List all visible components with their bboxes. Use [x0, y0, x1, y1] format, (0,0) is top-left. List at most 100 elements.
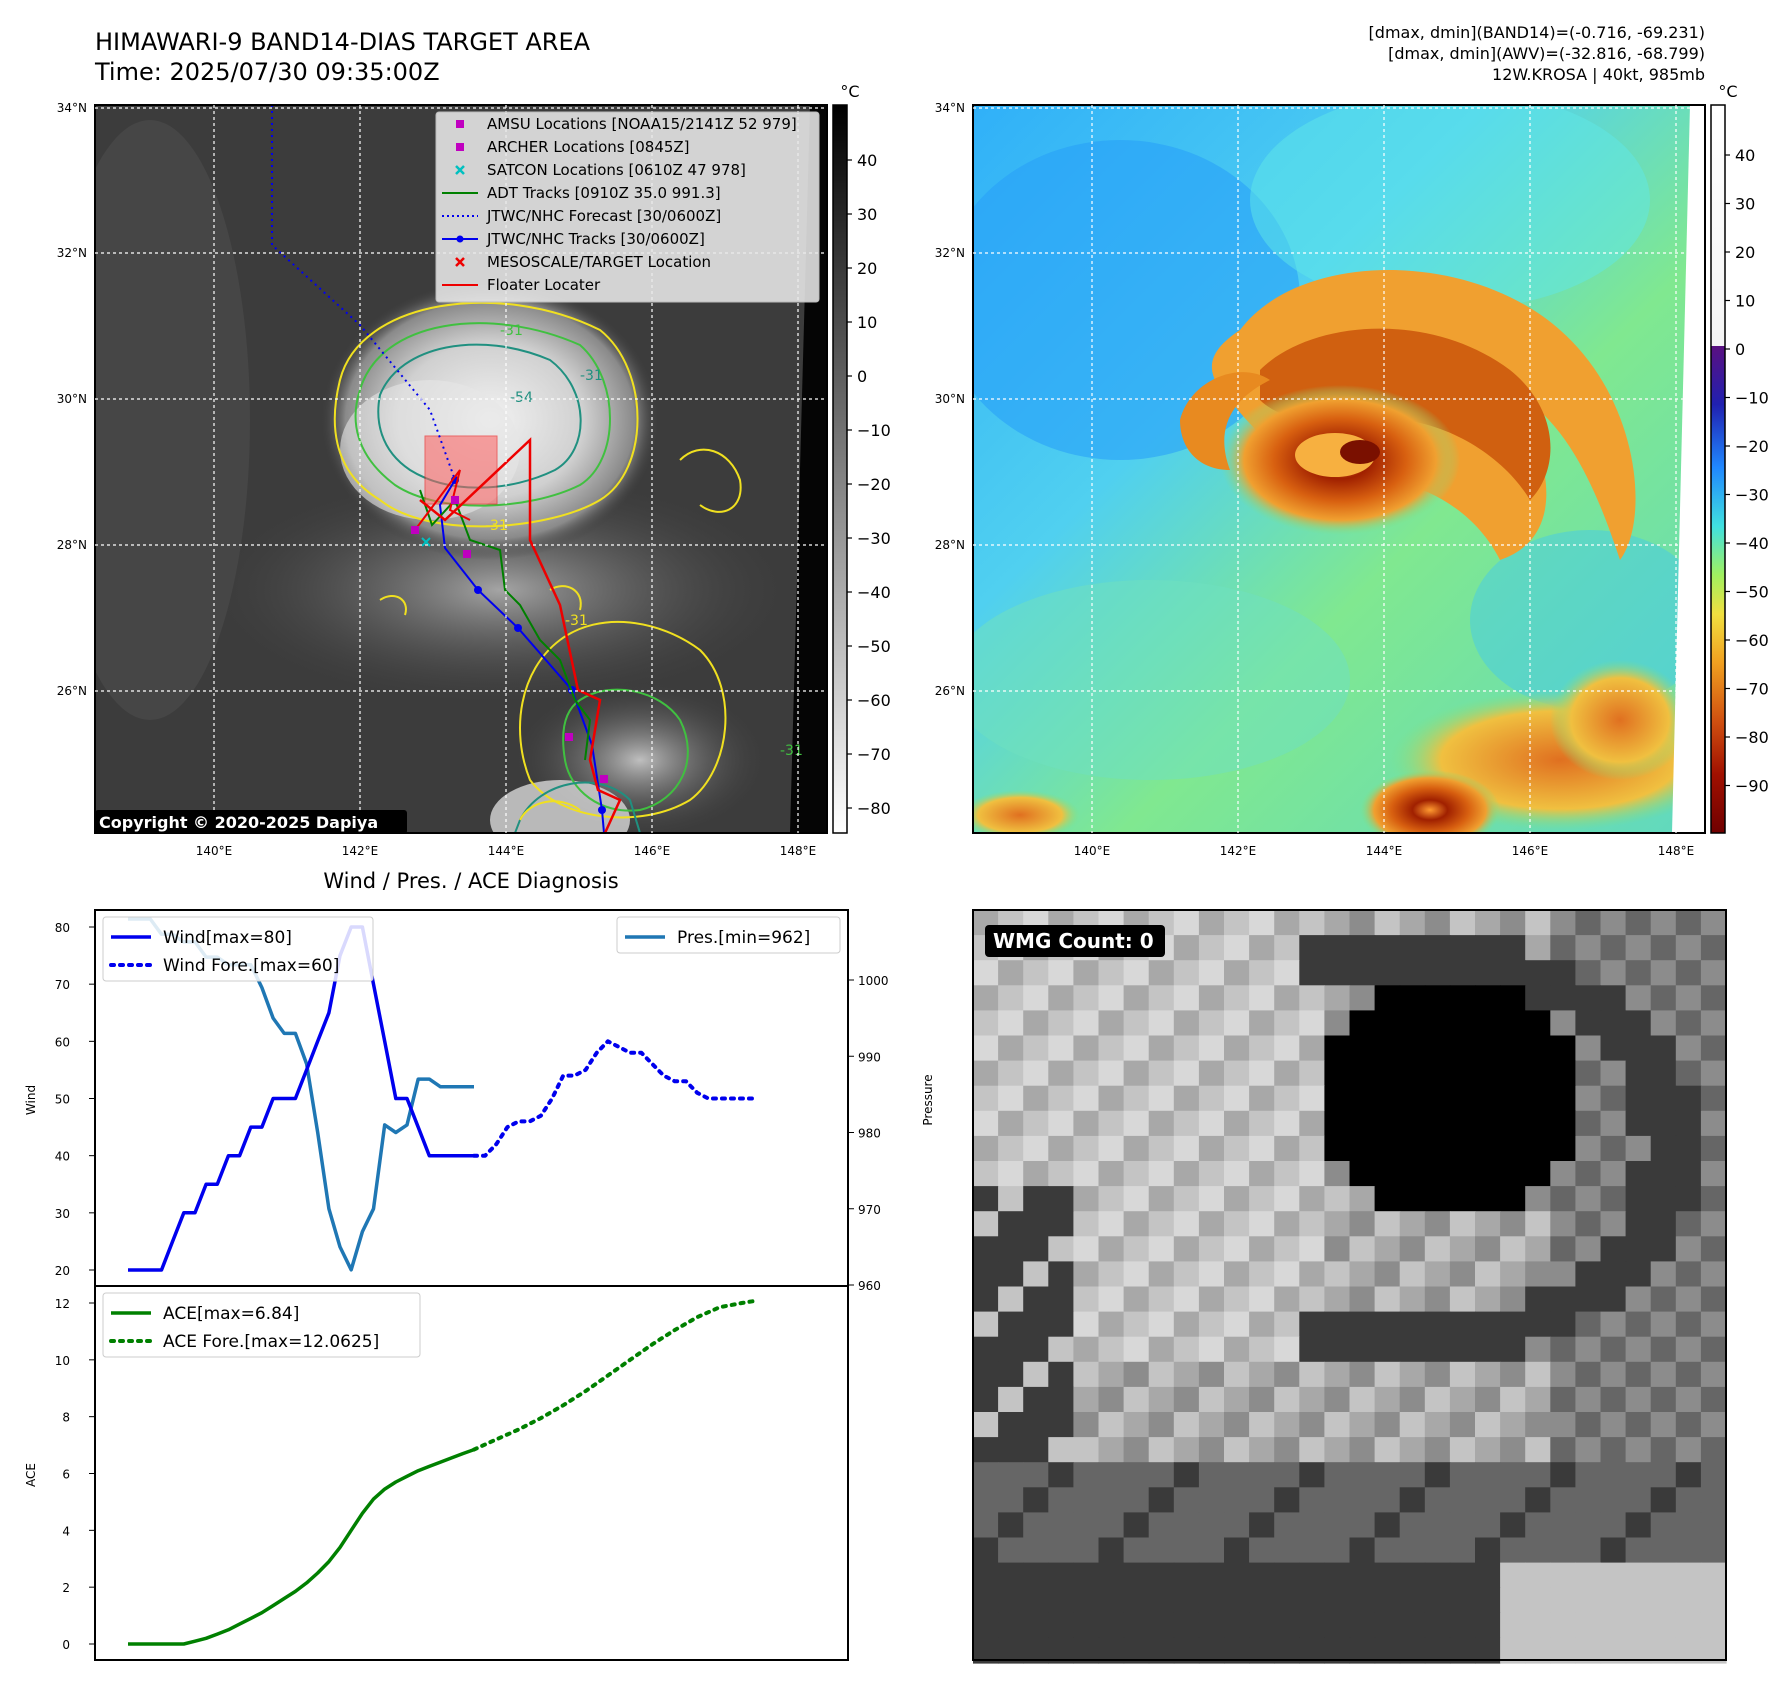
lon-label: 144°E — [488, 844, 525, 858]
lat-label: 32°N — [935, 246, 965, 260]
ace-forecast-series-line — [472, 1299, 755, 1452]
colorbar-tick-label: 40 — [1735, 146, 1755, 165]
colorbar-tick-label: −50 — [1735, 583, 1769, 602]
chart-legend: Wind[max=80] Wind Fore.[max=60] — [102, 916, 374, 982]
legend-marker-square — [456, 120, 464, 128]
lon-label: 144°E — [1366, 844, 1403, 858]
ace-tick-label: 4 — [62, 1524, 70, 1538]
lat-label: 34°N — [935, 101, 965, 115]
ace-tick-label: 12 — [55, 1297, 70, 1311]
lon-label: 146°E — [634, 844, 671, 858]
legend-entry: SATCON Locations [0610Z 47 978] — [455, 161, 746, 179]
ace-tick-label: 0 — [62, 1638, 70, 1652]
lon-label: 148°E — [1658, 844, 1695, 858]
awv-gridlines — [973, 105, 1705, 833]
copyright-label: Copyright © 2020-2025 Dapiya — [99, 813, 378, 832]
lat-label: 28°N — [935, 538, 965, 552]
pressure-tick-label: 970 — [858, 1203, 881, 1217]
lat-label: 26°N — [935, 684, 965, 698]
colorbar-tick-label: −10 — [857, 421, 891, 440]
colorbar-tick-label: 30 — [1735, 195, 1755, 214]
colorbar-tick-label: −10 — [1735, 389, 1769, 408]
wmg-imagery — [973, 910, 1727, 1664]
figure-time: Time: 2025/07/30 09:35:00Z — [94, 58, 440, 86]
contour-label: -31 — [485, 518, 508, 534]
colorbar-tick-label: −30 — [857, 529, 891, 548]
amsu-archer-markers — [411, 496, 608, 783]
ir-colorbar: °C 40 30 20 10 0 −10 −20 −30 −40 −50 −60 −70 −80 — [832, 82, 891, 834]
legend-entry: AMSU Locations [NOAA15/2141Z 52 979] — [456, 115, 797, 133]
lat-label: 30°N — [935, 392, 965, 406]
legend-label: MESOSCALE/TARGET Location — [487, 253, 711, 271]
ace-series-line — [128, 1447, 475, 1646]
colorbar-tick-label: 20 — [857, 259, 877, 278]
ir-legend: AMSU Locations [NOAA15/2141Z 52 979] ARCH… — [435, 111, 820, 303]
colorbar-tick-label: −60 — [1735, 631, 1769, 650]
colorbar-tick-label: 20 — [1735, 243, 1755, 262]
legend-entry: ARCHER Locations [0845Z] — [456, 138, 690, 156]
legend-label: ACE[max=6.84] — [163, 1304, 299, 1324]
colorbar-tick-label: −80 — [1735, 728, 1769, 747]
lat-label: 26°N — [57, 684, 87, 698]
colorbar-tick-label: 30 — [857, 205, 877, 224]
legend-label: Pres.[min=962] — [677, 928, 810, 948]
wind-series-line — [128, 925, 474, 1272]
wind-tick-label: 50 — [55, 1093, 70, 1107]
colorbar-tick-label: −40 — [1735, 534, 1769, 553]
ace-tick-label: 2 — [62, 1581, 70, 1595]
awv-lon-labels: 140°E 142°E 144°E 146°E 148°E — [1074, 844, 1695, 858]
diagnosis-panel: Wind / Pres. / ACE Diagnosis Wind Pressu… — [24, 869, 935, 1661]
pressure-tick-label: 960 — [858, 1279, 881, 1293]
legend-entry: MESOSCALE/TARGET Location — [455, 253, 711, 271]
legend-label: JTWC/NHC Tracks [30/0600Z] — [486, 230, 705, 248]
lon-label: 140°E — [1074, 844, 1111, 858]
legend-label: Wind[max=80] — [163, 928, 292, 948]
colorbar-tick-label: −60 — [857, 691, 891, 710]
diagnosis-title: Wind / Pres. / ACE Diagnosis — [323, 869, 618, 893]
colorbar-tick-label: 0 — [1735, 340, 1745, 359]
wind-tick-label: 20 — [55, 1264, 70, 1278]
ace-tick-label: 10 — [55, 1354, 70, 1368]
pressure-tick-label: 990 — [858, 1050, 881, 1064]
legend-entry: Floater Locater — [442, 276, 601, 294]
chart-legend: Pres.[min=962] — [616, 916, 841, 954]
legend-label: Floater Locater — [487, 276, 601, 294]
legend-entry: JTWC/NHC Forecast [30/0600Z] — [442, 207, 721, 225]
contour-label: -54 — [510, 390, 533, 406]
contour-label: -31 — [580, 368, 603, 384]
colorbar-tick-label: 10 — [1735, 292, 1755, 311]
legend-marker-dot — [456, 235, 464, 243]
wmg-panel: WMG Count: 0 — [972, 909, 1727, 1664]
chart-legend: ACE[max=6.84] ACE Fore.[max=12.0625] — [102, 1292, 421, 1358]
ace-tick-label: 8 — [62, 1411, 70, 1425]
legend-label: Wind Fore.[max=60] — [163, 956, 339, 976]
colorbar-tick-label: −70 — [857, 745, 891, 764]
colorbar-tick-label: 0 — [857, 367, 867, 386]
colorbar-tick-label: 40 — [857, 151, 877, 170]
wind-axis-label: Wind — [24, 1085, 38, 1115]
ir-panel: -31 -54 -31 -31 -31 -31 — [57, 82, 891, 858]
legend-label: ARCHER Locations [0845Z] — [487, 138, 690, 156]
legend-label: ADT Tracks [0910Z 35.0 991.3] — [487, 184, 721, 202]
colorbar-tick-label: −30 — [1735, 486, 1769, 505]
legend-label: ACE Fore.[max=12.0625] — [163, 1332, 379, 1352]
lon-label: 142°E — [342, 844, 379, 858]
lat-label: 30°N — [57, 392, 87, 406]
contour-label: -31 — [565, 613, 588, 629]
colorbar-tick-label: −50 — [857, 637, 891, 656]
lon-label: 146°E — [1512, 844, 1549, 858]
lat-label: 32°N — [57, 246, 87, 260]
awv-colorbar: °C 40 30 20 10 0 −10 −20 −30 −40 −50 −60 −70 −80 −90 — [1710, 82, 1769, 834]
info-line-2: [dmax, dmin](AWV)=(-32.816, -68.799) — [1388, 44, 1705, 63]
contour-label: -31 — [780, 743, 803, 759]
legend-marker-square — [456, 143, 464, 151]
legend-marker-x — [455, 257, 465, 267]
legend-entry: ADT Tracks [0910Z 35.0 991.3] — [442, 184, 721, 202]
colorbar-tick-label: −90 — [1735, 777, 1769, 796]
lat-label: 28°N — [57, 538, 87, 552]
wind-tick-label: 40 — [55, 1150, 70, 1164]
wind-forecast-series-line — [472, 1039, 755, 1158]
awv-lat-labels: 34°N 32°N 30°N 28°N 26°N — [935, 101, 965, 698]
ace-axis-label: ACE — [24, 1463, 38, 1487]
